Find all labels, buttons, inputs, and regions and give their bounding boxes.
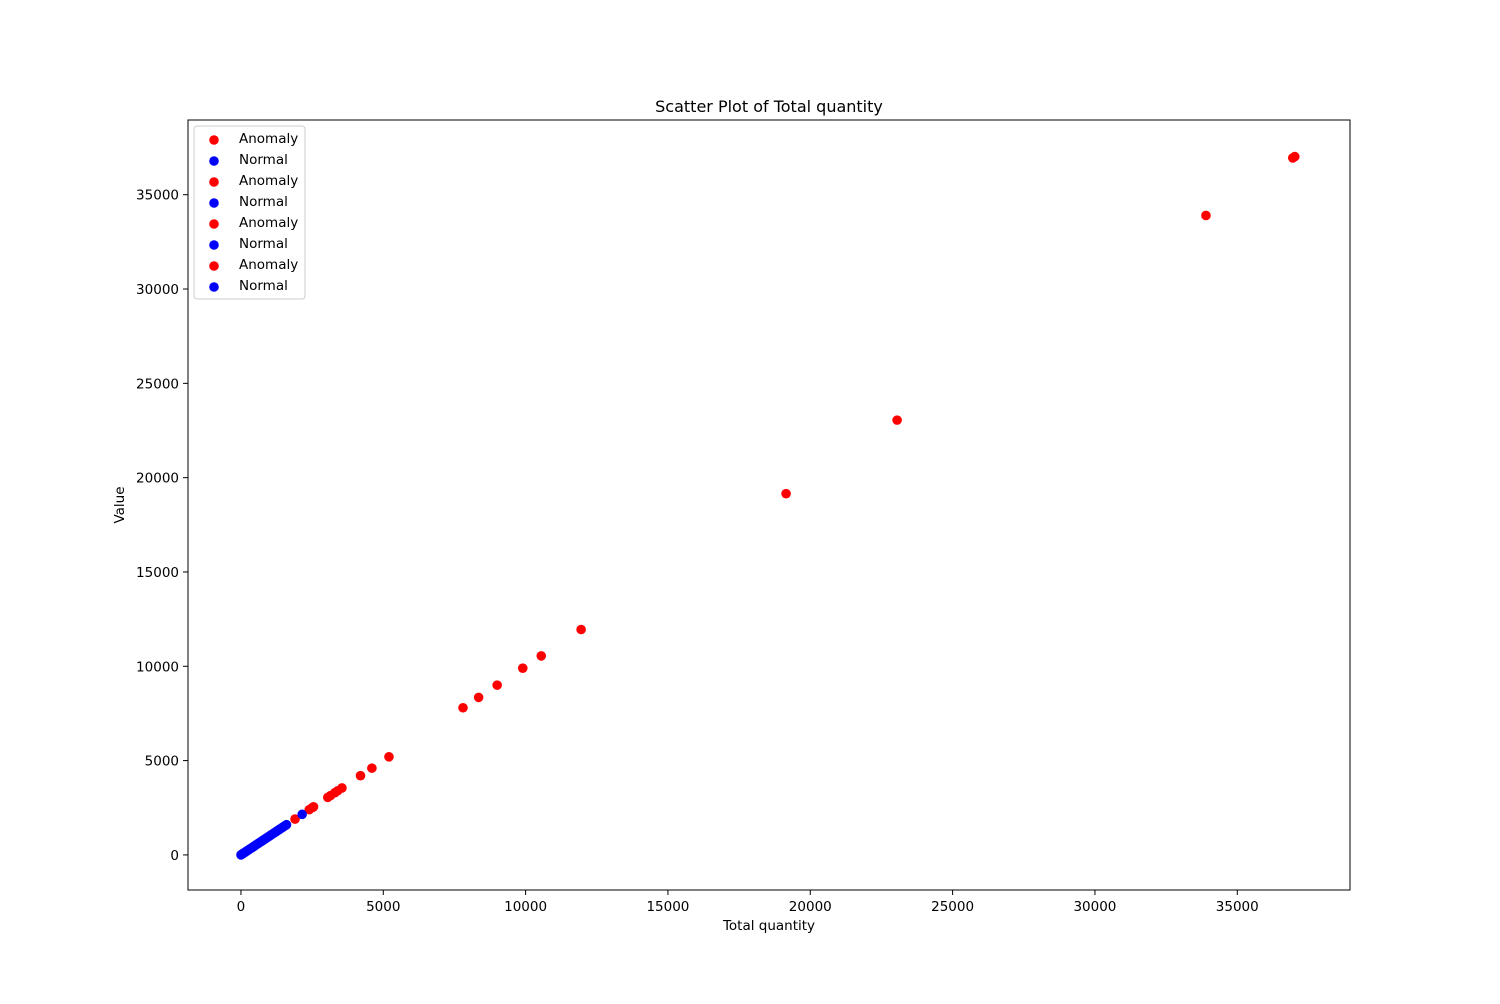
legend-label: Anomaly [239,131,298,147]
point-anomaly [892,415,902,425]
y-tick-label: 20000 [136,471,179,487]
points-layer [236,151,1300,860]
y-tick-label: 5000 [145,754,179,770]
point-anomaly [1201,210,1211,221]
point-normal [281,819,292,830]
series-anomaly [290,151,1300,824]
y-axis-ticks: 0 5000 10000 15000 20000 25000 30000 35000 [136,188,188,864]
legend-marker [209,219,219,229]
legend-marker [209,156,219,166]
y-tick-label: 15000 [136,565,179,581]
point-anomaly [355,770,366,781]
legend-box [193,125,306,300]
x-tick-label: 5000 [366,899,400,915]
y-tick-label: 10000 [136,659,179,675]
point-normal [297,809,307,820]
y-tick-label: 25000 [136,376,179,392]
point-anomaly [473,692,484,703]
x-tick-label: 0 [237,899,246,915]
point-anomaly [781,488,791,499]
point-anomaly [1289,151,1300,162]
point-anomaly [492,680,502,690]
point-anomaly [337,783,347,793]
legend: Anomaly Normal Anomaly Normal Anomaly Normal A… [193,125,306,300]
legend-marker [209,135,219,145]
x-tick-label: 20000 [789,899,832,915]
legend-label: Normal [239,278,288,294]
x-tick-label: 35000 [1216,899,1259,915]
y-tick-label: 35000 [136,188,179,204]
legend-label: Normal [239,152,288,168]
plot-area-frame [187,119,1351,891]
legend-label: Normal [239,194,288,210]
point-anomaly [576,624,586,635]
point-anomaly [290,814,300,824]
legend-label: Anomaly [239,215,298,231]
legend-marker [209,261,219,271]
y-tick-label: 30000 [136,282,179,298]
legend-label: Anomaly [239,173,298,189]
x-tick-label: 10000 [504,899,547,915]
x-axis-ticks: 0 5000 10000 15000 20000 25000 30000 35000 [237,890,1259,915]
legend-label: Anomaly [239,257,298,273]
legend-marker [209,177,219,187]
point-anomaly [384,752,394,762]
x-tick-label: 15000 [646,899,689,915]
point-anomaly [536,651,547,661]
point-anomaly [458,702,468,713]
x-axis-label: Total quantity [722,918,815,934]
legend-marker [209,282,219,292]
point-anomaly [517,663,528,673]
y-tick-label: 0 [170,848,179,864]
legend-marker [209,198,219,208]
point-anomaly [308,802,319,812]
series-normal [236,809,307,860]
legend-marker [209,240,219,250]
x-tick-label: 25000 [931,899,974,915]
chart-title: Scatter Plot of Total quantity [655,97,883,116]
x-tick-label: 30000 [1073,899,1116,915]
legend-label: Normal [239,236,288,252]
y-axis-label: Value [112,486,128,523]
point-anomaly [367,763,377,773]
